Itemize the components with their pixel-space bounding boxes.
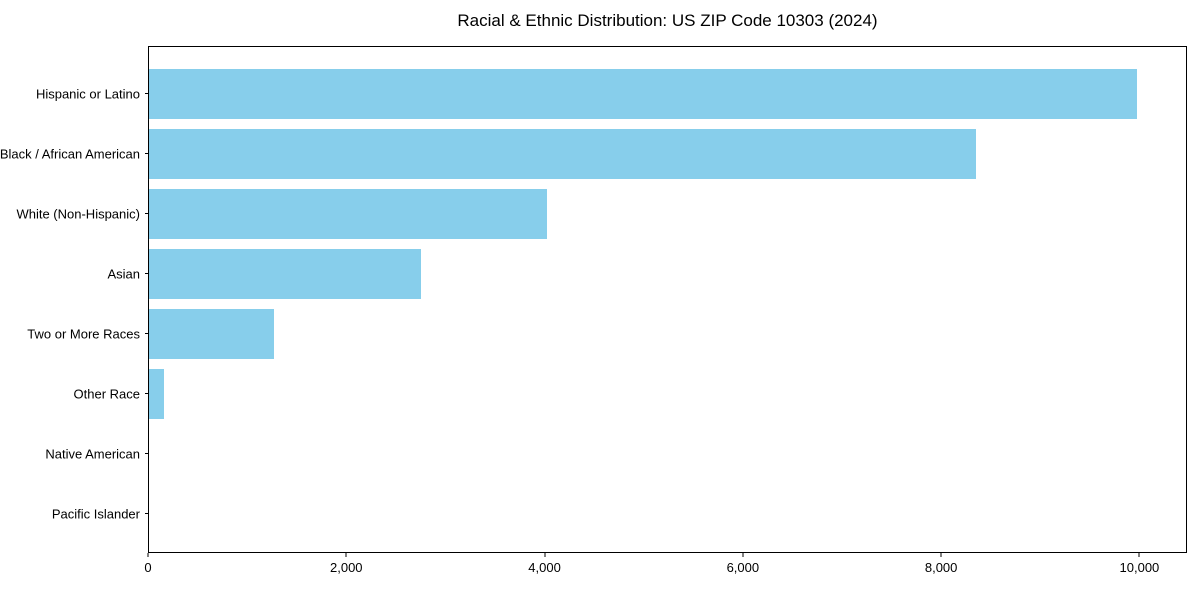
y-axis-label: White (Non-Hispanic)	[16, 206, 140, 222]
x-tick-mark	[345, 553, 347, 557]
x-tick-mark	[742, 553, 744, 557]
bar-row: Asian	[107, 244, 1186, 304]
bar-row: Native American	[45, 424, 1186, 484]
bar	[149, 309, 274, 359]
bar	[149, 69, 1137, 119]
x-tick-mark	[1138, 553, 1140, 557]
x-tick-label: 2,000	[330, 560, 363, 575]
y-tick-mark	[145, 273, 149, 274]
x-tick-mark	[940, 553, 942, 557]
bars-container: Hispanic or Latino Black / African Americ…	[0, 64, 1186, 544]
x-axis: 0 2,000 4,000 6,000 8,000 10,000	[144, 553, 1187, 583]
bar-row: Hispanic or Latino	[36, 64, 1186, 124]
y-axis-label: Pacific Islander	[51, 506, 140, 522]
y-tick-mark	[145, 393, 149, 394]
bar-row: Black / African American	[0, 124, 1186, 184]
y-tick-mark	[145, 213, 149, 214]
y-axis-label: Other Race	[73, 386, 140, 402]
bar-row: Pacific Islander	[52, 484, 1186, 544]
y-axis-label: Asian	[107, 266, 140, 282]
y-axis-label: Black / African American	[0, 146, 140, 162]
bar	[149, 189, 547, 239]
x-tick-label: 4,000	[528, 560, 561, 575]
x-tick-label: 10,000	[1119, 560, 1160, 575]
y-tick-mark	[145, 153, 149, 154]
x-tick-mark	[544, 553, 546, 557]
bar-row: Two or More Races	[27, 304, 1186, 364]
bar-row: White (Non-Hispanic)	[16, 184, 1186, 244]
x-tick-label: 0	[144, 560, 152, 575]
y-axis-label: Two or More Races	[27, 326, 140, 342]
x-tick-label: 8,000	[924, 560, 958, 575]
x-tick-label: 6,000	[726, 560, 760, 575]
bar	[149, 369, 165, 419]
bar-row: Other Race	[74, 364, 1186, 424]
bar	[149, 129, 977, 179]
y-tick-mark	[145, 333, 149, 334]
chart-title: Racial & Ethnic Distribution: US ZIP Cod…	[457, 11, 878, 30]
plot-area: Hispanic or Latino Black / African Americ…	[0, 46, 1187, 553]
bar	[149, 249, 422, 299]
y-tick-mark	[145, 93, 149, 94]
y-tick-mark	[145, 453, 149, 454]
y-axis-label: Native American	[45, 446, 140, 462]
x-tick-mark	[147, 553, 149, 557]
y-tick-mark	[145, 513, 149, 514]
y-axis-label: Hispanic or Latino	[35, 86, 140, 102]
